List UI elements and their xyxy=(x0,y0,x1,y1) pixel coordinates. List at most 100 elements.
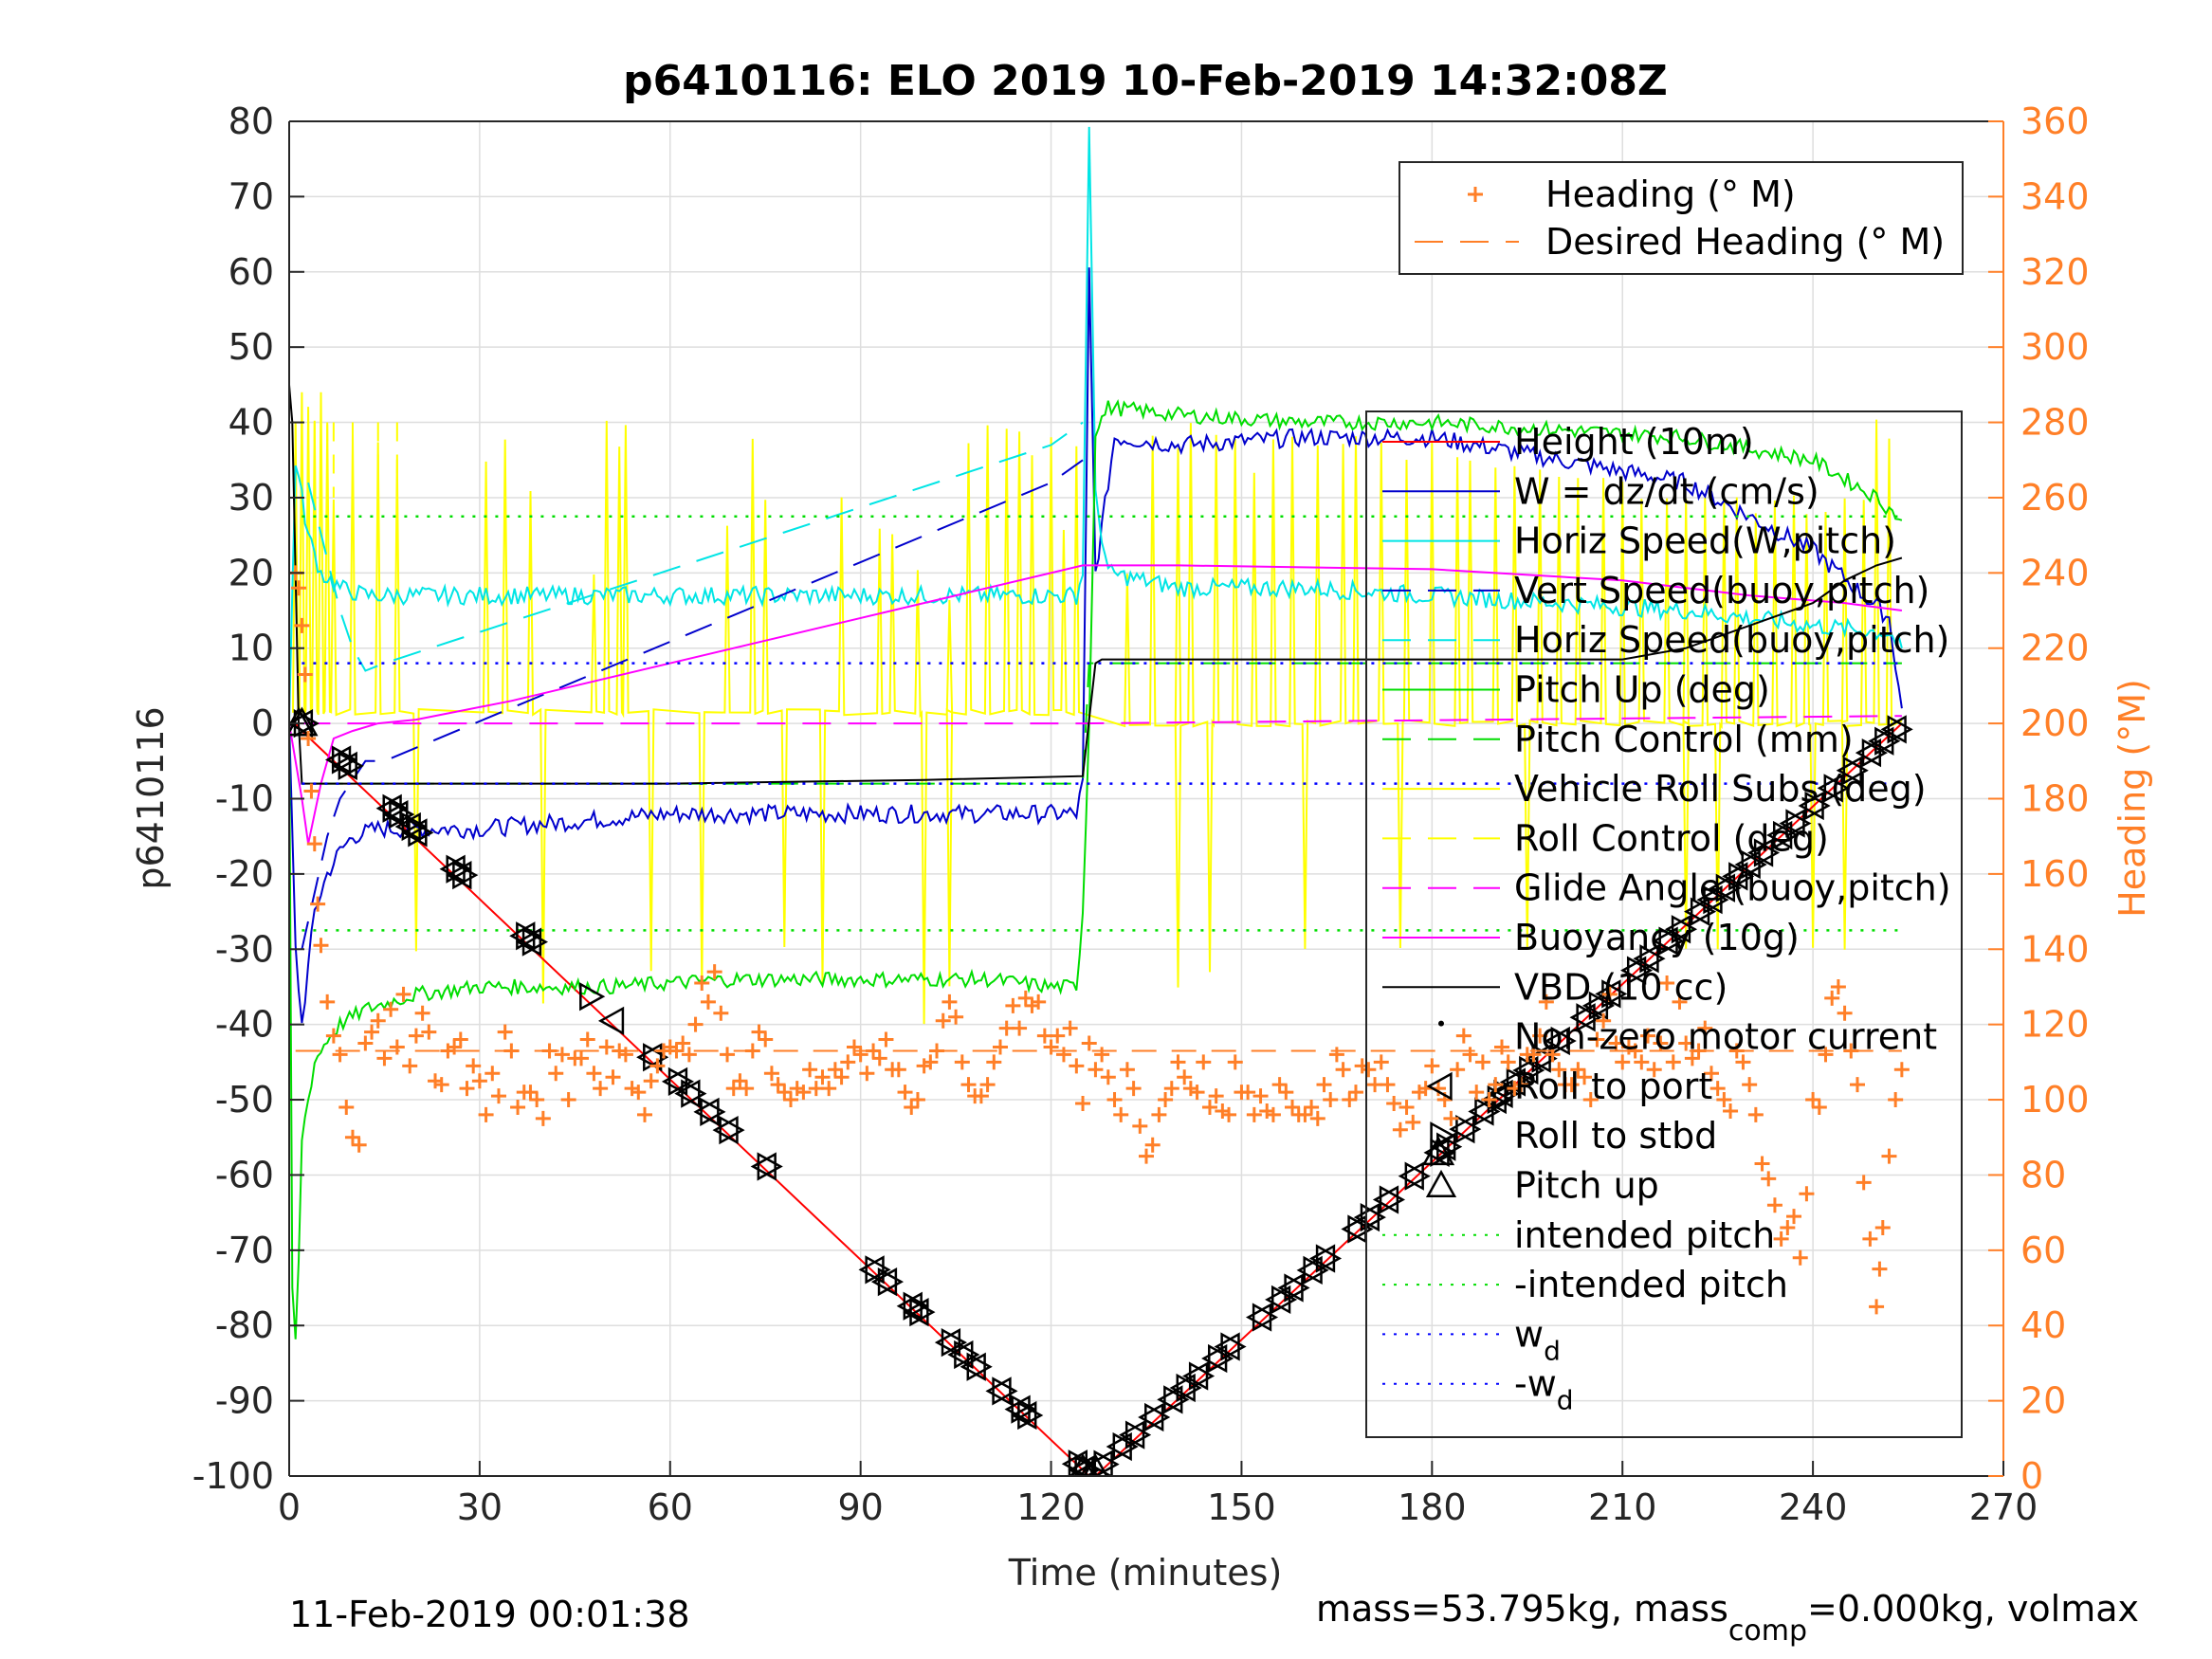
heading-point xyxy=(1373,1054,1389,1070)
footer-date: 11-Feb-2019 00:01:38 xyxy=(289,1594,690,1635)
roll-to-port-marker xyxy=(1746,838,1774,867)
heading-point xyxy=(1012,1020,1028,1036)
heading-point xyxy=(1723,1103,1739,1119)
pitch-up-marker xyxy=(1083,1453,1108,1476)
roll-to-port-marker xyxy=(1011,1400,1037,1431)
roll-to-stbd-marker xyxy=(389,800,415,830)
roll-to-port-marker xyxy=(1798,791,1824,821)
heading-point xyxy=(1786,1209,1802,1225)
heading-point xyxy=(303,783,320,799)
heading-point xyxy=(1043,1039,1059,1055)
heading-point xyxy=(1881,1148,1897,1164)
heading-point xyxy=(1843,1043,1859,1059)
heading-point xyxy=(802,1062,818,1078)
series-buoyancy-10g- xyxy=(289,564,1903,845)
roll-to-port-marker xyxy=(1087,1449,1113,1476)
y-right-tick-label: 360 xyxy=(2020,100,2090,142)
roll-to-stbd-marker xyxy=(954,1340,980,1370)
legend-heading: Heading (° M) Desired Heading (° M) xyxy=(1398,161,1964,275)
heading-point xyxy=(960,1077,977,1093)
y-right-tick-label: 260 xyxy=(2020,477,2090,519)
heading-point xyxy=(471,1073,487,1089)
series-layer xyxy=(289,126,1903,1476)
heading-point xyxy=(1811,1099,1827,1115)
heading-point xyxy=(833,1069,850,1085)
y-left-tick-label: 20 xyxy=(229,552,274,593)
heading-point xyxy=(1462,1047,1478,1063)
roll-to-port-marker xyxy=(1779,809,1805,838)
roll-to-stbd-marker xyxy=(966,1352,993,1381)
heading-point xyxy=(1075,1096,1091,1112)
roll-to-port-marker xyxy=(289,708,314,738)
roll-to-port-marker xyxy=(1214,1332,1240,1361)
roll-to-port-marker xyxy=(870,1267,898,1297)
roll-to-stbd-marker xyxy=(382,793,409,823)
heading-point xyxy=(1799,1186,1815,1202)
heading-point xyxy=(973,1088,989,1104)
heading-point xyxy=(713,1005,729,1021)
roll-to-port-marker xyxy=(985,1376,1012,1406)
heading-point xyxy=(1443,1110,1459,1126)
heading-point xyxy=(720,1047,736,1063)
y-right-tick-label: 0 xyxy=(2020,1455,2043,1497)
series-horiz-speed-buoy-pitch- xyxy=(307,421,1084,672)
heading-point xyxy=(675,1035,691,1051)
heading-point xyxy=(1170,1054,1186,1070)
roll-to-stbd-marker xyxy=(1220,1332,1247,1361)
heading-point xyxy=(1055,1047,1071,1063)
roll-to-port-marker xyxy=(515,927,542,957)
legend-main-label: W = dz/dt (cm/s) xyxy=(1514,470,1819,512)
heading-point xyxy=(1113,1106,1129,1122)
roll-to-port-marker xyxy=(712,1115,739,1145)
heading-point xyxy=(814,1069,831,1085)
y-left-tick-label: 0 xyxy=(251,702,274,744)
y-right-tick-label: 300 xyxy=(2020,326,2090,368)
heading-point xyxy=(598,1039,614,1055)
roll-to-stbd-marker xyxy=(579,982,606,1012)
heading-point xyxy=(897,1085,913,1101)
legend-main-label: Horiz Speed(buoy,pitch) xyxy=(1514,619,1949,661)
heading-point xyxy=(1526,1047,1542,1063)
roll-to-stbd-marker xyxy=(331,745,358,775)
heading-point xyxy=(783,1092,799,1108)
roll-to-port-marker xyxy=(1766,820,1793,850)
y-left-tick-label: -30 xyxy=(215,928,274,970)
roll-to-stbd-marker xyxy=(1360,1202,1386,1232)
heading-point xyxy=(1265,1106,1281,1122)
roll-to-stbd-marker xyxy=(1315,1244,1343,1273)
heading-point xyxy=(1246,1106,1262,1122)
heading-point xyxy=(541,1043,558,1059)
roll-to-stbd-marker xyxy=(1163,1385,1190,1414)
heading-point xyxy=(1367,1077,1383,1093)
y-axis-label-left: p6410116 xyxy=(130,706,172,889)
roll-to-port-marker xyxy=(1201,1343,1228,1374)
y-right-tick-label: 40 xyxy=(2020,1304,2066,1346)
heading-point xyxy=(1309,1110,1325,1126)
heading-point xyxy=(1158,1092,1174,1108)
heading-point xyxy=(1450,1062,1466,1078)
roll-to-stbd-marker xyxy=(1728,862,1755,891)
heading-point xyxy=(1773,1231,1789,1247)
heading-point xyxy=(763,1066,779,1082)
heading-point xyxy=(948,1009,964,1025)
roll-to-port-marker xyxy=(1138,1402,1164,1432)
heading-point xyxy=(1780,1220,1796,1236)
roll-to-stbd-marker xyxy=(1252,1303,1279,1332)
heading-point xyxy=(421,1024,437,1040)
roll-to-stbd-marker xyxy=(1785,809,1812,838)
heading-point xyxy=(306,836,322,852)
heading-point xyxy=(548,1066,564,1082)
roll-to-stbd-marker xyxy=(1550,1026,1577,1056)
y-left-tick-label: 50 xyxy=(229,326,274,368)
heading-point xyxy=(452,1031,468,1048)
heading-point xyxy=(1615,1054,1631,1070)
heading-point xyxy=(929,1043,945,1059)
roll-to-port-marker xyxy=(1353,1202,1380,1232)
roll-to-port-marker xyxy=(1836,756,1862,785)
legend-main-label: Roll Control (deg) xyxy=(1514,817,1829,859)
heading-point xyxy=(1672,994,1688,1010)
legend-main-label: Height (10m) xyxy=(1514,421,1754,463)
heading-point xyxy=(744,1043,760,1059)
legend-main-label: Vehicle Roll Subs (deg) xyxy=(1514,768,1927,810)
y-right-tick-label: 320 xyxy=(2020,251,2090,293)
